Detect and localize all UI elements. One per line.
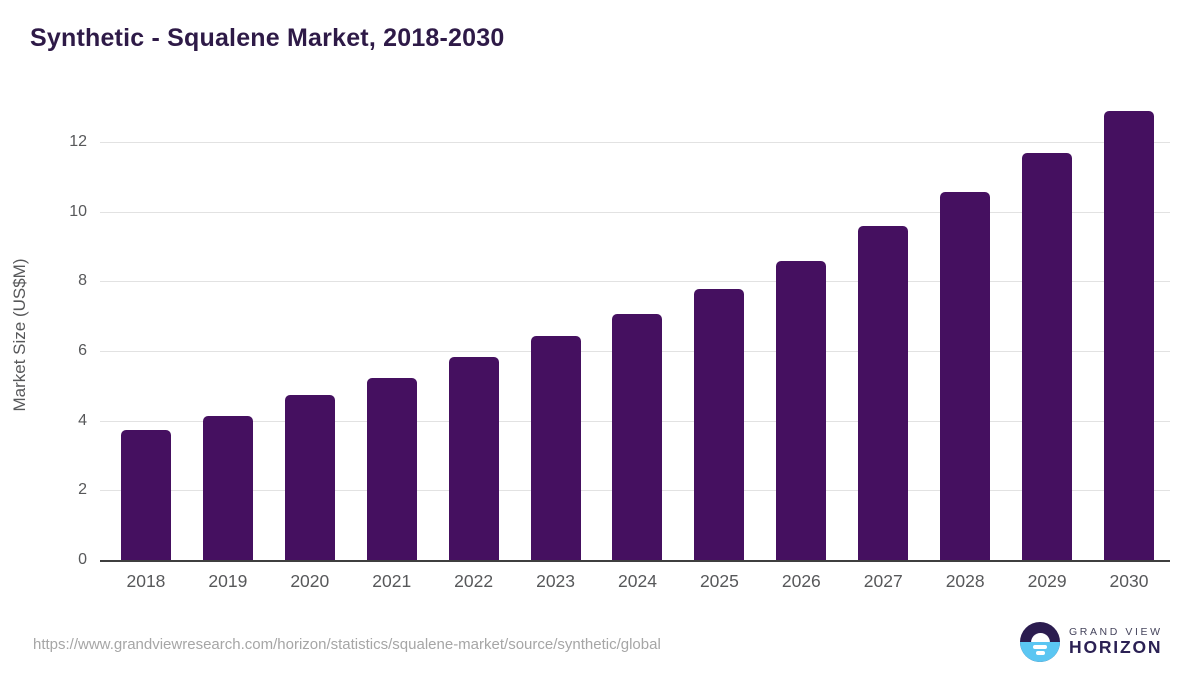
bar-2029 (1022, 153, 1073, 561)
y-tick-label-12: 12 (69, 132, 87, 150)
x-tick-label-2023: 2023 (536, 571, 576, 591)
bar-slot-2021 (351, 101, 433, 561)
x-tick-label-2020: 2020 (290, 571, 330, 591)
bars-row (105, 101, 1170, 561)
bar-slot-2026 (760, 101, 842, 561)
bar-slot-2030 (1088, 101, 1170, 561)
x-tick-label-2019: 2019 (208, 571, 248, 591)
bar-2028 (940, 191, 991, 561)
gridline-y-0: 0 (78, 551, 1170, 568)
y-tick-label-10: 10 (69, 202, 87, 220)
bar-slot-2022 (433, 101, 515, 561)
logo-product-line: HORIZON (1069, 637, 1163, 658)
gridline-y-10: 10 (69, 203, 1170, 220)
grand-view-horizon-logo: GRAND VIEW HORIZON (1020, 622, 1163, 662)
bar-2021 (366, 378, 417, 561)
bar-slot-2020 (269, 101, 351, 561)
bar-slot-2025 (678, 101, 760, 561)
reflection-line (1035, 651, 1045, 655)
source-url: https://www.grandviewresearch.com/horizo… (33, 636, 661, 653)
bar-slot-2019 (187, 101, 269, 561)
x-tick-label-2021: 2021 (372, 571, 412, 591)
bar-slot-2027 (842, 101, 924, 561)
bar-slot-2029 (1006, 101, 1088, 561)
y-tick-label-2: 2 (78, 481, 87, 499)
horizon-sunrise-icon (1020, 622, 1060, 662)
bar-2022 (448, 357, 499, 561)
x-tick-label-2028: 2028 (945, 571, 985, 591)
bar-slot-2024 (597, 101, 679, 561)
gridline-y-8: 8 (78, 272, 1170, 289)
logo-brand-line: GRAND VIEW (1069, 625, 1163, 638)
plot-area: 0 2 4 6 8 10 12 (69, 101, 1170, 568)
footer: https://www.grandviewresearch.com/horizo… (0, 615, 1200, 675)
y-tick-label-4: 4 (78, 411, 87, 429)
x-axis-line (100, 560, 1170, 562)
reflection-line (1033, 645, 1047, 649)
bar-2026 (776, 261, 827, 561)
logo-text: GRAND VIEW HORIZON (1069, 625, 1163, 658)
x-tick-label-2018: 2018 (126, 571, 166, 591)
bar-2019 (202, 416, 253, 561)
y-axis-title: Market Size (US$M) (10, 258, 29, 412)
bar-slot-2023 (515, 101, 597, 561)
bar-2020 (284, 395, 335, 561)
x-axis-labels: 2018 2019 2020 2021 2022 2023 2024 2025 2026 2027… (105, 571, 1170, 592)
x-tick-label-2026: 2026 (781, 571, 821, 591)
sea-shape (1020, 642, 1060, 662)
y-tick-label-6: 6 (78, 341, 87, 359)
bar-2027 (858, 226, 909, 561)
x-tick-label-2027: 2027 (863, 571, 903, 591)
bar-2030 (1104, 111, 1155, 561)
y-tick-label-8: 8 (78, 272, 87, 290)
bar-2023 (530, 336, 581, 561)
bar-2025 (694, 289, 745, 561)
page-title: Synthetic - Squalene Market, 2018-2030 (30, 24, 505, 52)
y-tick-label-0: 0 (78, 551, 87, 568)
bar-slot-2018 (105, 101, 187, 561)
gridline-y-12: 12 (69, 133, 1170, 150)
x-tick-label-2024: 2024 (618, 571, 657, 591)
x-tick-label-2030: 2030 (1109, 571, 1149, 591)
x-tick-label-2029: 2029 (1027, 571, 1067, 591)
x-tick-label-2022: 2022 (454, 571, 494, 591)
x-tick-label-2025: 2025 (699, 571, 739, 591)
bar-2018 (120, 430, 171, 561)
bar-slot-2028 (924, 101, 1006, 561)
bar-2024 (612, 313, 663, 561)
